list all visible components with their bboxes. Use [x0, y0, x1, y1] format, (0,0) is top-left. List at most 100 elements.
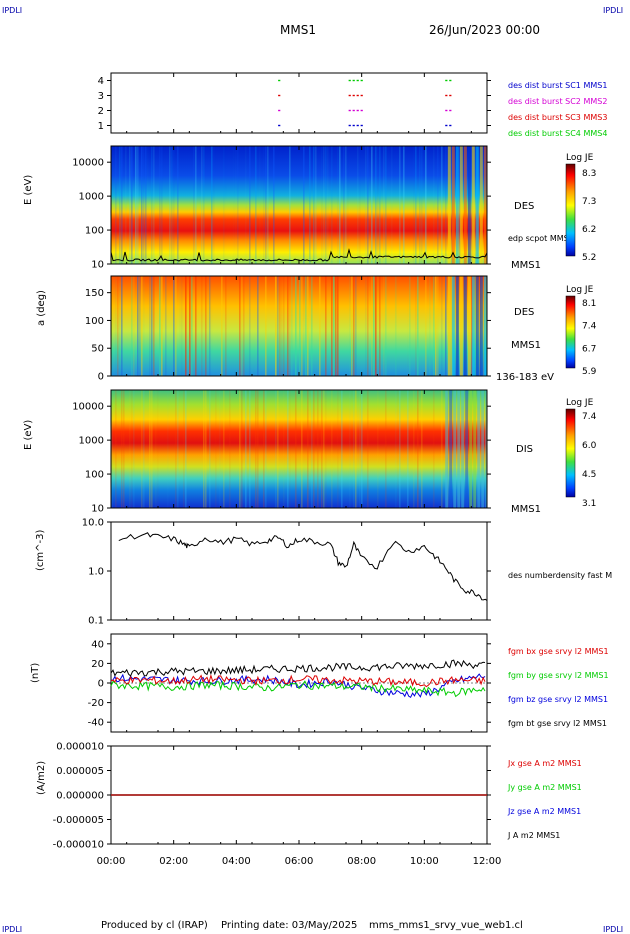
des-pitch-stripe — [241, 276, 243, 376]
des-pitch-stripe — [483, 276, 485, 376]
footer-produced-by: Produced by cl (IRAP) — [101, 920, 208, 931]
dis-energy-stripe — [313, 390, 315, 508]
time-tick-label: 12:00 — [473, 856, 502, 867]
des-pitch-stripe — [367, 276, 369, 376]
des-energy-stripe — [195, 146, 197, 264]
des-pitch-stripe — [239, 276, 241, 376]
dis-energy-stripe — [465, 390, 469, 508]
des-energy-sc: MMS1 — [511, 260, 541, 271]
des-energy-stripe — [143, 146, 145, 264]
burst-panel-frame — [110, 72, 488, 134]
des-pitch-cbar-title: Log JE — [566, 285, 594, 295]
des-pitch-stripe — [395, 276, 397, 376]
des-energy-stripe — [433, 146, 435, 264]
des-pitch-stripe — [193, 276, 195, 376]
bfield-series-line — [110, 680, 486, 698]
des-pitch-stripe — [151, 276, 153, 376]
current-legend-entry: J A m2 MMS1 — [507, 831, 560, 840]
des-energy-stripe — [309, 146, 311, 264]
des-pitch-stripe — [181, 276, 183, 376]
density-series-label: des numberdensity fast M — [508, 571, 612, 580]
des-energy-stripe — [171, 146, 173, 264]
des-energy-colorbar — [565, 163, 576, 257]
burst-mark — [352, 109, 355, 112]
des-pitch-stripe — [139, 276, 141, 376]
des-pitch-sc: MMS1 — [511, 340, 541, 351]
current-legend-entry: Jy gse A m2 MMS1 — [507, 783, 582, 792]
burst-mark — [360, 94, 363, 97]
des-energy-stripe — [177, 146, 179, 264]
des-pitch-stripe — [119, 276, 121, 376]
dis-energy-stripe — [433, 390, 435, 508]
burst-mark — [348, 109, 351, 112]
des-energy-stripe — [471, 146, 475, 264]
des-pitch-stripe — [265, 276, 267, 376]
dis-energy-stripe — [449, 390, 453, 508]
des-pitch-ytick-label: 150 — [85, 288, 104, 299]
burst-panel: 1 2 3 4 des dist burst SC1 MMS1 des dist bur… — [98, 72, 607, 138]
des-pitch-cbar-tick: 6.7 — [582, 344, 596, 354]
dis-energy-colorbar — [565, 408, 576, 498]
burst-mark — [352, 79, 355, 82]
current-panel: -0.000010 -0.000005 0.000000 0.000005 0.0000… — [36, 742, 582, 851]
des-pitch-stripe — [353, 276, 355, 376]
des-pitch-stripe — [447, 276, 451, 376]
des-pitch-stripe — [475, 276, 479, 376]
dis-energy-stripe — [359, 390, 361, 508]
des-energy-stripe — [399, 146, 401, 264]
density-panel: 0.1 1.0 10.0 (cm^-3) des numberdensity fas… — [35, 518, 612, 627]
dis-energy-stripe — [175, 390, 177, 508]
des-energy-stripe — [415, 146, 417, 264]
des-pitch-stripe — [299, 276, 301, 376]
des-pitch-stripe — [209, 276, 211, 376]
des-energy-stripe — [159, 146, 161, 264]
des-energy-ytick-label: 1000 — [79, 192, 104, 203]
dis-energy-stripe — [321, 390, 323, 508]
des-pitch-instrument: DES — [514, 307, 534, 318]
des-pitch-stripe — [373, 276, 375, 376]
dis-energy-stripe — [307, 390, 309, 508]
dis-energy-stripe — [291, 390, 293, 508]
density-ytick-label: 10.0 — [82, 518, 104, 529]
burst-mark — [360, 124, 363, 127]
bfield-legend-entry: fgm bz gse srvy l2 MMS1 — [508, 695, 608, 704]
dis-energy-stripe — [421, 390, 423, 508]
des-energy-stripe — [161, 146, 163, 264]
dis-energy-stripe — [331, 390, 333, 508]
des-pitch-stripe — [301, 276, 303, 376]
des-energy-stripe — [483, 146, 487, 264]
density-line — [118, 532, 488, 601]
des-pitch-stripe — [143, 276, 145, 376]
des-pitch-stripe — [155, 276, 157, 376]
dis-energy-stripe — [239, 390, 241, 508]
des-energy-stripe — [303, 146, 305, 264]
des-pitch-stripe — [195, 276, 197, 376]
dis-energy-stripe — [229, 390, 231, 508]
des-pitch-stripe — [451, 276, 453, 376]
des-pitch-stripe — [137, 276, 139, 376]
burst-mark — [278, 94, 281, 97]
dis-energy-stripe — [183, 390, 185, 508]
burst-mark — [348, 79, 351, 82]
des-pitch-stripe — [189, 276, 191, 376]
dis-energy-stripe — [399, 390, 401, 508]
dis-energy-stripe — [349, 390, 351, 508]
dis-energy-stripe — [123, 390, 125, 508]
des-pitch-stripe — [275, 276, 277, 376]
des-energy-stripe — [241, 146, 243, 264]
dis-energy-stripe — [397, 390, 399, 508]
des-pitch-stripe — [471, 276, 475, 376]
des-pitch-stripe — [467, 276, 471, 376]
dis-energy-stripe — [469, 390, 473, 508]
des-energy-stripe — [211, 146, 213, 264]
dis-energy-ylabel: E (eV) — [23, 420, 34, 450]
time-tick-label: 06:00 — [285, 856, 314, 867]
current-legend-entry: Jx gse A m2 MMS1 — [507, 759, 582, 768]
burst-mark — [356, 124, 359, 127]
des-energy-stripe — [119, 146, 121, 264]
des-pitch-stripe — [133, 276, 135, 376]
des-energy-stripe — [479, 146, 483, 264]
des-pitch-ytick-label: 50 — [91, 344, 104, 355]
dis-energy-ytick-label: 10000 — [72, 402, 104, 413]
